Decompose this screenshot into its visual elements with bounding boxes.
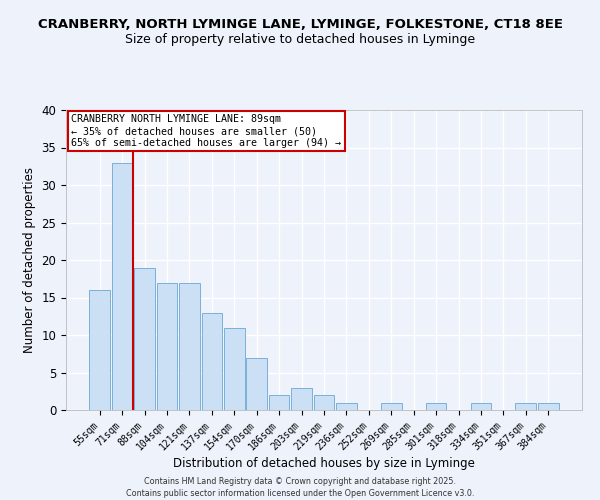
Bar xyxy=(291,388,312,410)
Bar xyxy=(134,268,155,410)
Text: Size of property relative to detached houses in Lyminge: Size of property relative to detached ho… xyxy=(125,32,475,46)
Bar xyxy=(381,402,401,410)
Bar xyxy=(157,282,178,410)
Text: CRANBERRY NORTH LYMINGE LANE: 89sqm
← 35% of detached houses are smaller (50)
65: CRANBERRY NORTH LYMINGE LANE: 89sqm ← 35… xyxy=(71,114,341,148)
Bar xyxy=(470,402,491,410)
X-axis label: Distribution of detached houses by size in Lyminge: Distribution of detached houses by size … xyxy=(173,458,475,470)
Bar xyxy=(224,328,245,410)
Text: Contains public sector information licensed under the Open Government Licence v3: Contains public sector information licen… xyxy=(126,489,474,498)
Text: CRANBERRY, NORTH LYMINGE LANE, LYMINGE, FOLKESTONE, CT18 8EE: CRANBERRY, NORTH LYMINGE LANE, LYMINGE, … xyxy=(37,18,563,30)
Bar xyxy=(269,395,289,410)
Bar xyxy=(89,290,110,410)
Text: Contains HM Land Registry data © Crown copyright and database right 2025.: Contains HM Land Registry data © Crown c… xyxy=(144,478,456,486)
Bar xyxy=(202,312,222,410)
Bar xyxy=(247,358,267,410)
Bar xyxy=(426,402,446,410)
Bar xyxy=(179,282,200,410)
Bar xyxy=(112,162,133,410)
Bar xyxy=(515,402,536,410)
Bar xyxy=(538,402,559,410)
Y-axis label: Number of detached properties: Number of detached properties xyxy=(23,167,36,353)
Bar xyxy=(336,402,357,410)
Bar xyxy=(314,395,334,410)
